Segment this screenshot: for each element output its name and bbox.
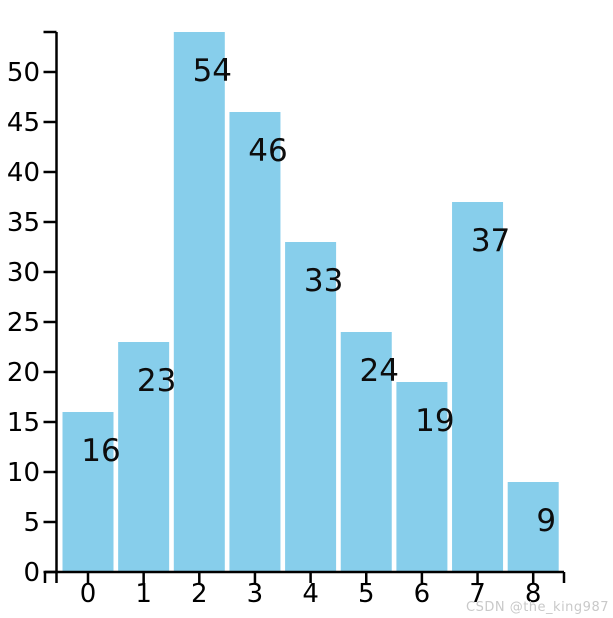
x-tick-label: 1 bbox=[135, 579, 152, 609]
bar bbox=[173, 32, 225, 572]
bar-value-label: 54 bbox=[193, 53, 232, 89]
y-tick-label: 25 bbox=[7, 308, 40, 338]
y-tick-label: 45 bbox=[7, 108, 40, 138]
y-tick-label: 50 bbox=[7, 58, 40, 88]
y-tick-label: 30 bbox=[7, 258, 40, 288]
bar bbox=[396, 382, 448, 572]
bar bbox=[285, 242, 337, 572]
bar-value-label: 9 bbox=[536, 503, 556, 539]
x-tick-label: 8 bbox=[525, 579, 542, 609]
x-tick-label: 4 bbox=[302, 579, 319, 609]
x-tick-label: 3 bbox=[247, 579, 264, 609]
bar bbox=[118, 342, 170, 572]
x-tick-label: 2 bbox=[191, 579, 208, 609]
bar-value-label: 23 bbox=[137, 363, 176, 399]
bar bbox=[62, 412, 114, 572]
y-tick-label: 15 bbox=[7, 408, 40, 438]
y-tick-label: 10 bbox=[7, 458, 40, 488]
bar-value-label: 37 bbox=[471, 223, 510, 259]
x-tick-label: 7 bbox=[469, 579, 486, 609]
bar bbox=[452, 202, 504, 572]
bar bbox=[229, 112, 281, 572]
y-tick-label: 40 bbox=[7, 158, 40, 188]
watermark: CSDN @the_king987 bbox=[466, 600, 609, 615]
x-tick-label: 6 bbox=[414, 579, 431, 609]
bar-value-label: 16 bbox=[81, 433, 120, 469]
bar bbox=[340, 332, 392, 572]
bar-value-label: 46 bbox=[248, 133, 287, 169]
y-tick-label: 35 bbox=[7, 208, 40, 238]
y-tick-label: 20 bbox=[7, 358, 40, 388]
x-tick-label: 5 bbox=[358, 579, 375, 609]
y-tick-label: 0 bbox=[23, 558, 40, 588]
x-tick-label: 0 bbox=[80, 579, 97, 609]
bar-value-label: 24 bbox=[360, 353, 399, 389]
y-tick-label: 5 bbox=[23, 508, 40, 538]
bar-value-label: 33 bbox=[304, 263, 343, 299]
bar bbox=[507, 482, 559, 572]
bar-value-label: 19 bbox=[415, 403, 454, 439]
